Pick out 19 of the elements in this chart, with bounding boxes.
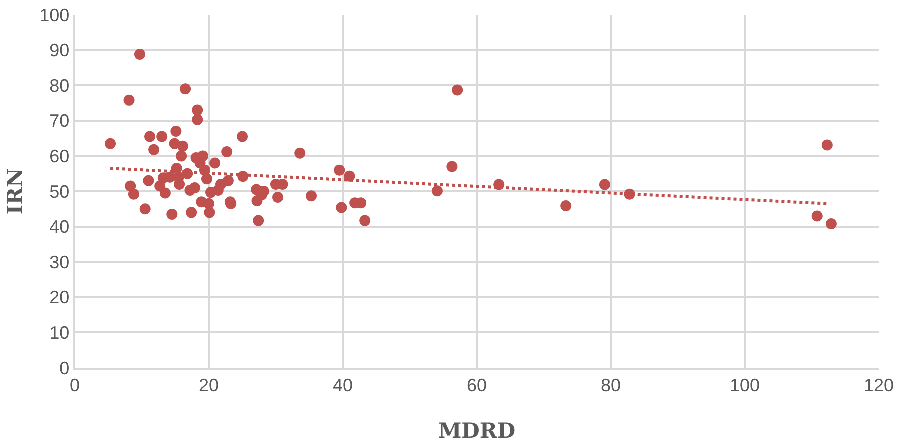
y-tick-label: 90: [50, 40, 70, 61]
y-tick-label: 20: [50, 288, 70, 308]
y-axis-title: IRN: [2, 168, 28, 215]
x-tick-label: 100: [730, 375, 760, 396]
x-tick-label: 120: [864, 375, 894, 396]
y-tick-label: 100: [40, 5, 70, 26]
x-tick-label: 20: [198, 375, 220, 396]
y-tick-label: 30: [50, 252, 70, 272]
x-tick-label: 40: [332, 375, 354, 396]
y-tick-label: 10: [50, 323, 70, 343]
y-tick-label: 50: [50, 182, 70, 202]
y-tick-label: 0: [60, 358, 70, 378]
x-axis-title: MDRD: [438, 418, 516, 443]
x-tick-label: 60: [466, 375, 488, 396]
y-tick-label: 70: [50, 111, 70, 132]
y-tick-label: 40: [50, 217, 70, 238]
y-tick-label: 80: [50, 76, 70, 96]
y-tick-label: 60: [50, 146, 70, 166]
x-tick-label: 80: [600, 375, 622, 396]
